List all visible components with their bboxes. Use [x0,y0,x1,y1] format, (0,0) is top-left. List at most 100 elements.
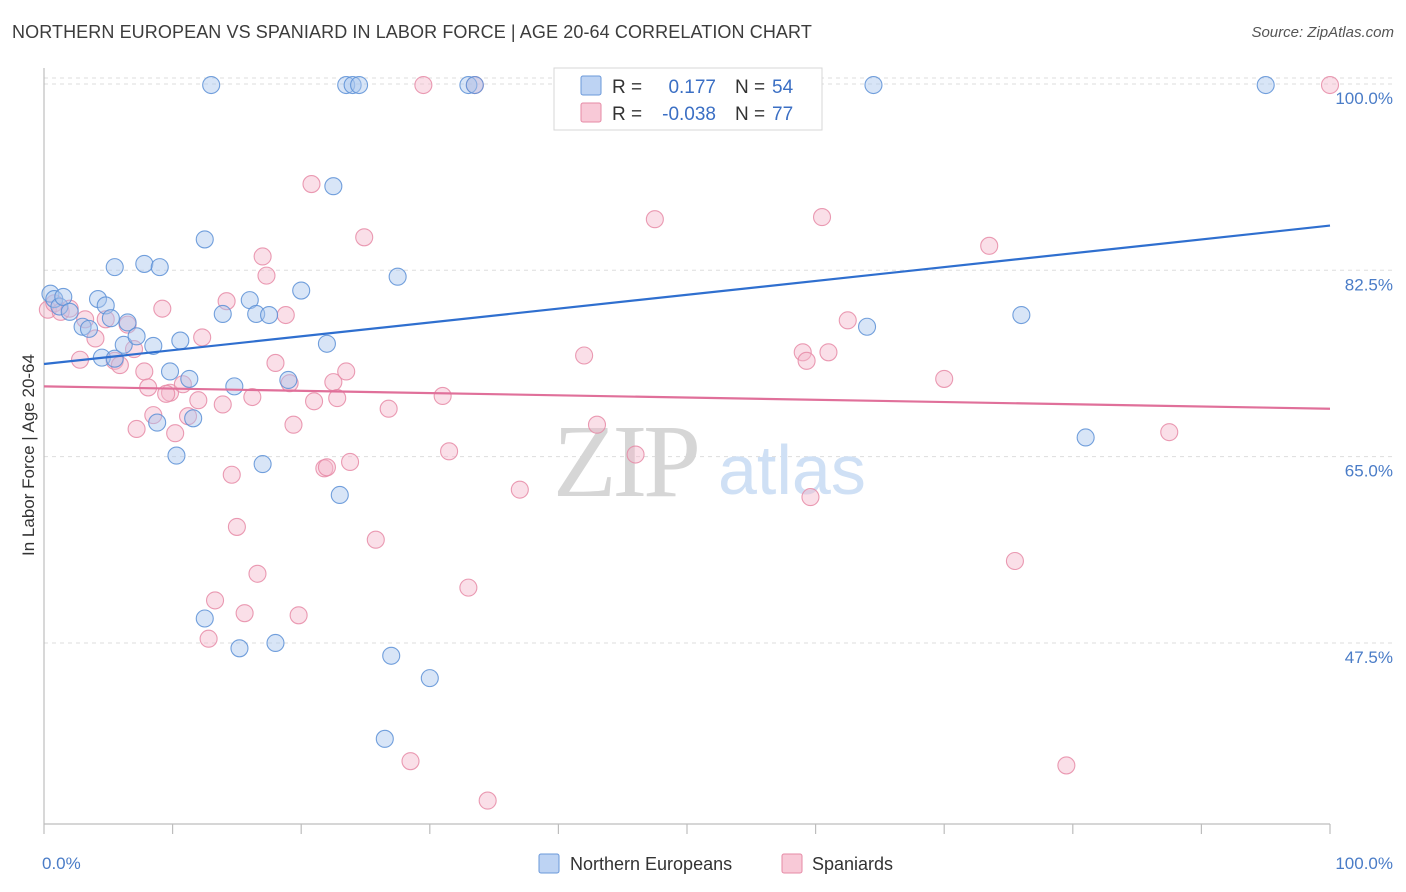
y-tick-label: 100.0% [1335,89,1393,108]
spaniard-point [935,369,954,388]
spaniard-point [797,351,816,370]
stats-legend: R = 0.177 N = 54 R = -0.038 N = 77 [553,67,823,131]
northern-european-point [388,267,407,286]
northern-european-point [180,369,199,388]
northern-european-point [171,331,190,350]
spaniard-point [379,399,398,418]
northern-european-point [864,75,883,95]
northern-european-point [253,455,272,474]
spaniard-point [257,266,276,285]
legend-r-value-2: -0.038 [662,104,716,125]
legend-n-value-1: 54 [772,77,794,98]
x-tick-label-max: 100.0% [1335,854,1393,873]
spaniard-point [189,391,208,410]
spaniard-point [337,362,356,381]
spaniard-point [76,310,95,329]
northern-european-point [50,297,69,316]
northern-european-point [73,317,92,336]
spaniard-point [235,604,254,623]
northern-european-point [127,327,146,346]
spaniard-point [266,353,285,372]
spaniard-point [127,419,146,439]
northern-european-point [184,409,203,428]
legend-swatch-blue [580,75,602,96]
spaniard-point [153,299,172,318]
spaniard-point [980,236,999,255]
northern-european-point [343,75,362,95]
spaniard-point [801,488,820,507]
spaniard-point [459,578,478,597]
y-tick-labels: 47.5% 65.0% 82.5% 100.0% [1335,89,1393,667]
spaniard-point [341,452,360,472]
northern-european-point [54,287,73,306]
spaniard-point [1005,551,1024,571]
northern-european-point [459,75,478,95]
spaniard-point [248,564,267,583]
northern-european-point [375,729,394,748]
northern-european-point [465,75,484,95]
spaniard-point [86,329,105,348]
spaniard-point [510,480,529,499]
northern-european-point [225,377,244,396]
northern-european-point [195,230,214,249]
northern-european-point [1076,428,1095,447]
spaniard-point [838,311,857,330]
spaniard-point [478,791,497,810]
spaniard-point [227,517,246,536]
spaniard-point [433,386,452,406]
northern-european-point [144,336,163,355]
points-layer [38,75,1340,810]
spaniard-point [414,75,433,95]
spaniard-point [401,752,420,771]
y-axis-label: In Labor Force | Age 20-64 [19,354,38,556]
spaniard-point [305,392,324,411]
series-legend-label-blue: Northern Europeans [570,854,732,874]
series-legend-swatch-pink [781,853,803,874]
spaniard-point [205,591,225,610]
y-tick-label: 82.5% [1345,275,1393,294]
spaniard-point [366,530,385,549]
northern-european-point [167,446,186,465]
northern-european-point [420,669,439,688]
northern-european-trend-line [43,224,1331,366]
northern-european-point [292,281,311,300]
northern-european-point [202,75,221,95]
legend-r-label-1: R = [612,77,642,98]
northern-european-point [247,304,266,324]
series-legend: Northern Europeans Spaniards [538,853,893,874]
gridlines [44,77,1393,644]
northern-european-point [195,609,214,628]
spaniard-point [587,415,607,434]
northern-european-point [101,309,120,328]
northern-european-point [79,319,99,338]
northern-european-point [279,370,298,390]
spaniard-point [243,387,262,407]
legend-n-label-2: N = [735,104,765,125]
x-tick-label-min: 0.0% [42,854,81,873]
watermark: ZIP atlas [553,404,866,519]
northern-european-point [324,177,343,196]
spaniard-point [1057,756,1076,775]
northern-european-point [350,75,369,95]
spaniard-point [222,465,241,484]
northern-european-point [105,258,124,277]
northern-european-point [1256,75,1275,95]
spaniard-point [213,395,232,414]
spaniard-point [1320,75,1340,95]
spaniard-point [819,343,838,362]
northern-european-point [60,302,79,321]
spaniard-point [328,389,347,408]
chart-title: NORTHERN EUROPEAN VS SPANIARD IN LABOR F… [12,22,812,42]
northern-european-point [148,413,167,432]
spaniard-point [253,247,272,266]
spaniard-point [575,346,594,365]
x-axis-ticks [43,824,1331,834]
legend-r-value-1: 0.177 [668,77,716,98]
legend-swatch-pink [580,102,602,123]
northern-european-point [213,304,232,324]
watermark-zip: ZIP [553,404,697,519]
northern-european-point [266,633,285,653]
northern-european-point [160,362,180,381]
trend-layer [43,224,1331,410]
